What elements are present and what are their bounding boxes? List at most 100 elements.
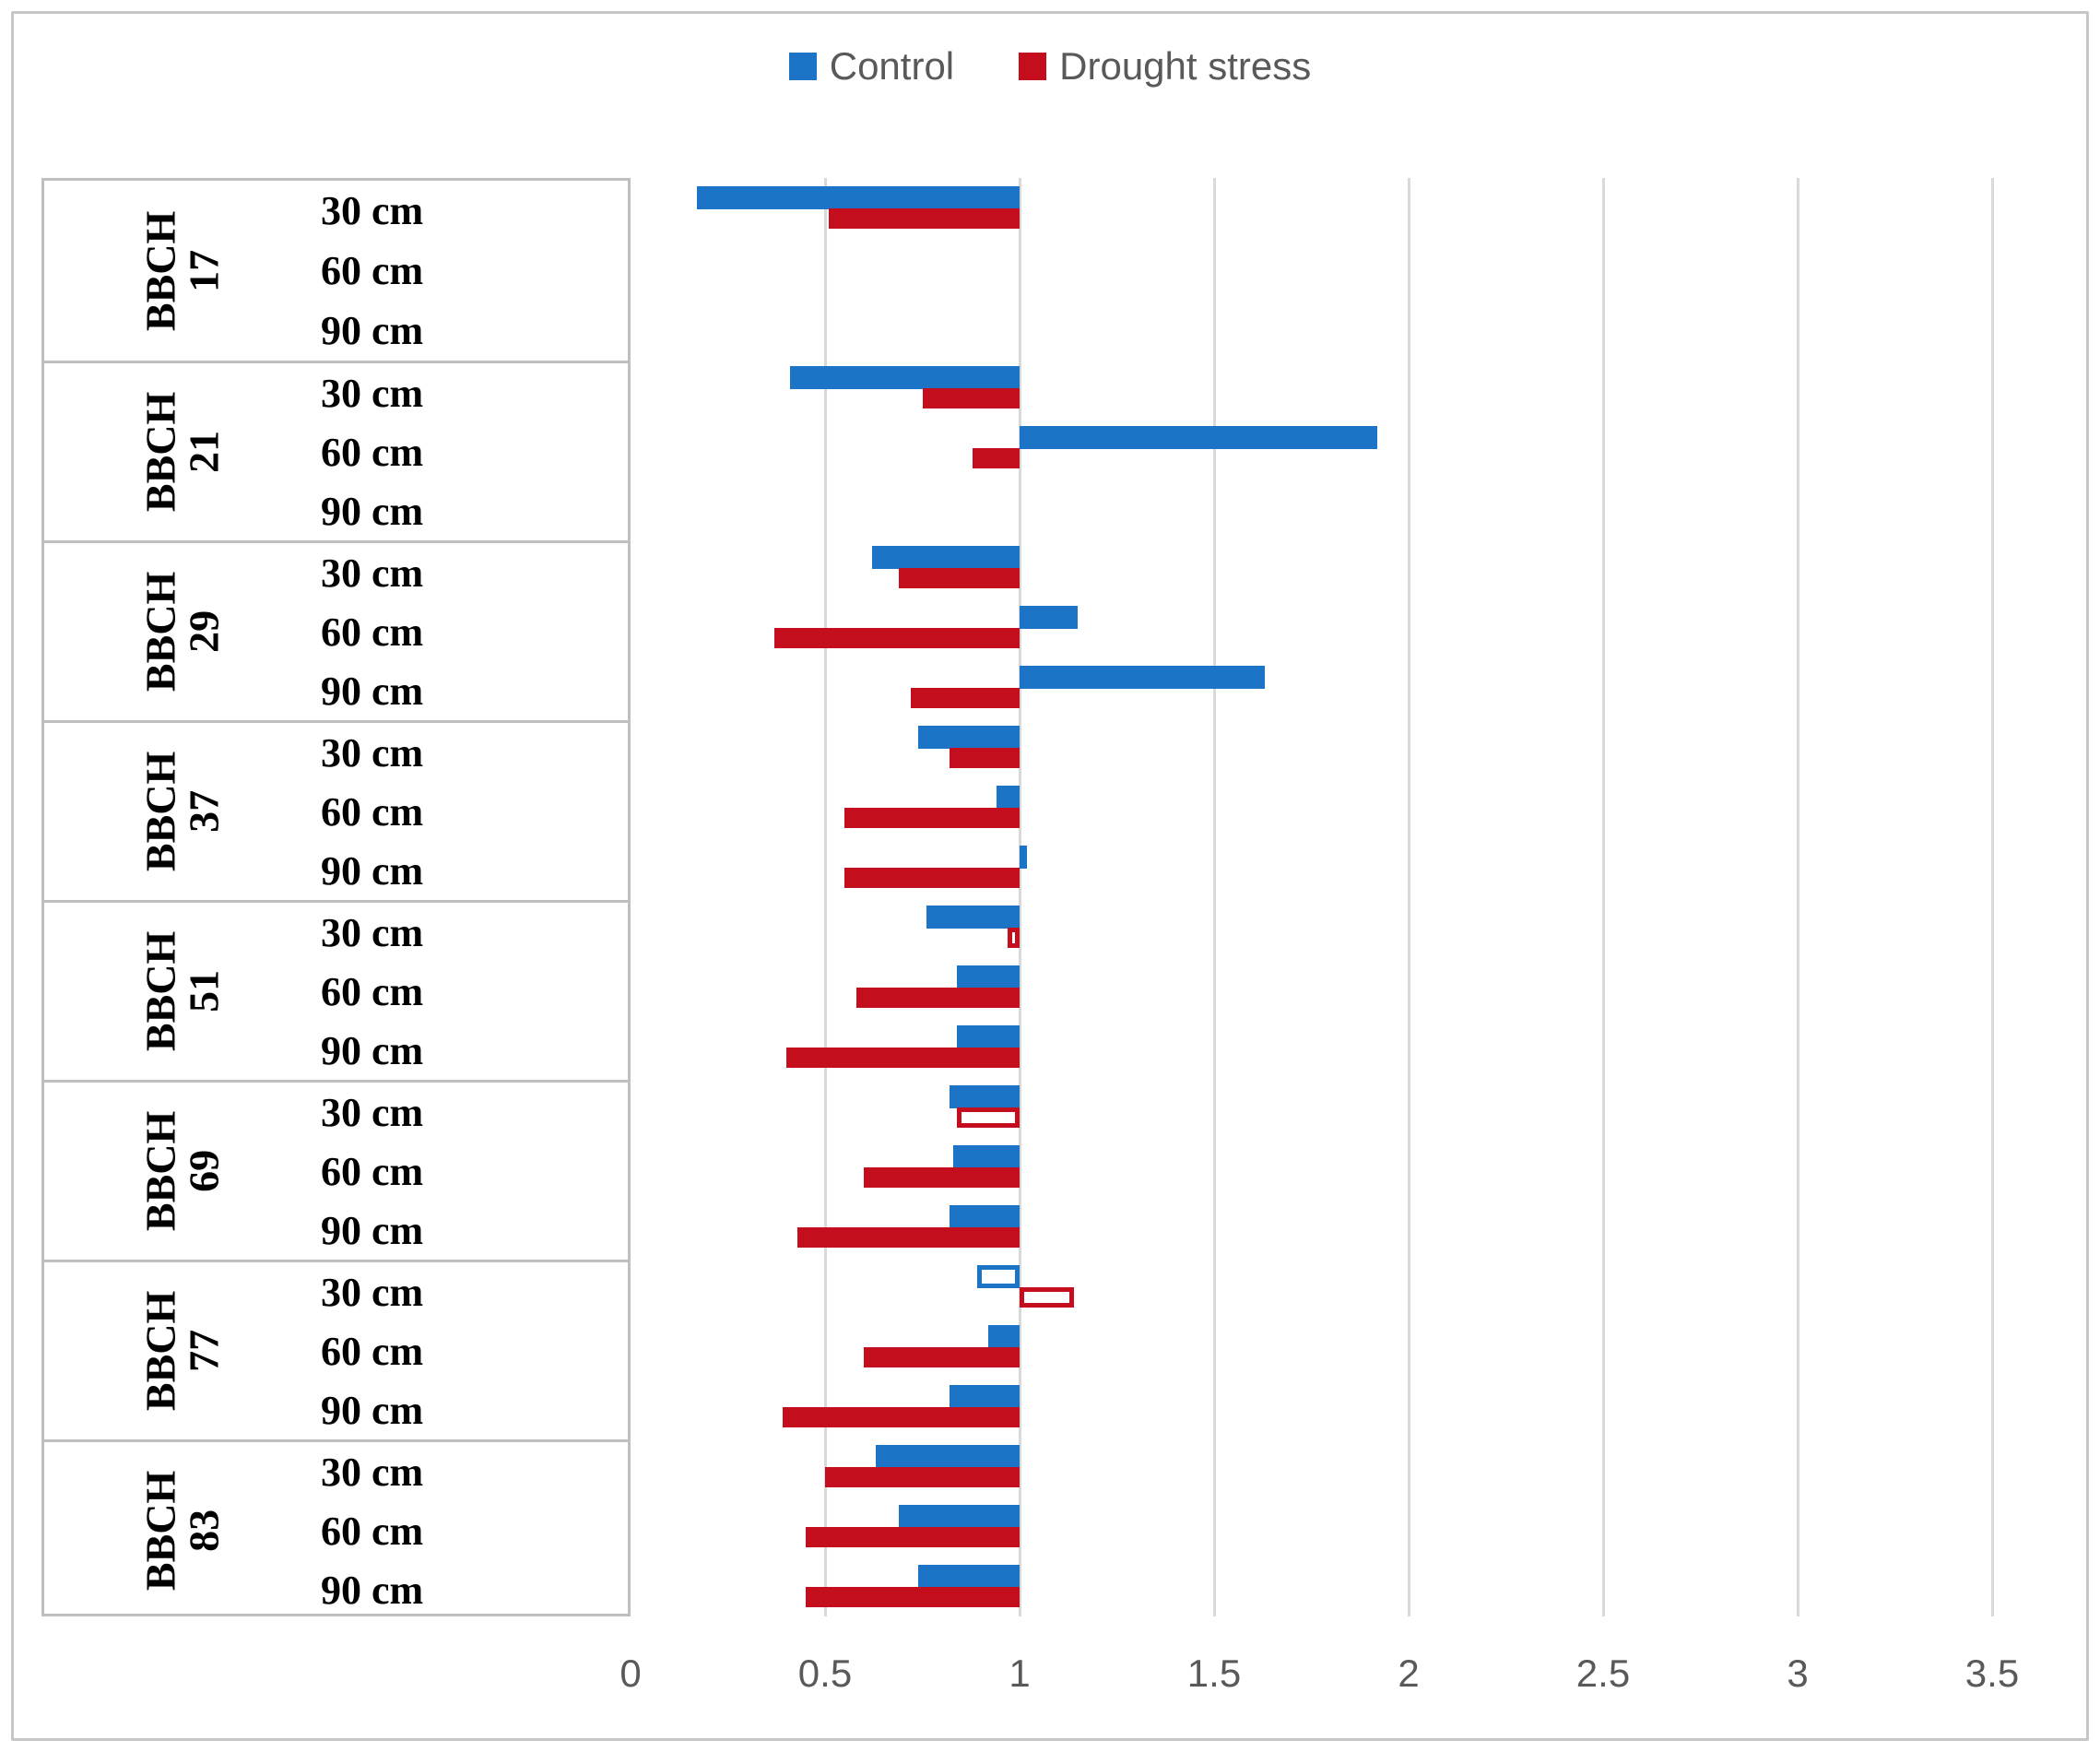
bar-drought xyxy=(844,808,1020,828)
category-group: BBCH 69 30 cm 60 cm 90 cm xyxy=(44,1080,628,1260)
gridline xyxy=(1407,178,1410,1616)
depth-label: 90 cm xyxy=(321,1027,424,1073)
category-group: BBCH 21 30 cm 60 cm 90 cm xyxy=(44,361,628,540)
bar-control xyxy=(957,965,1020,988)
group-label: BBCH 21 xyxy=(136,391,227,513)
gridline xyxy=(1212,178,1216,1616)
x-tick-label: 0.5 xyxy=(797,1651,853,1695)
depth-labels-cell: 30 cm 60 cm 90 cm xyxy=(321,181,628,361)
depth-labels-cell: 30 cm 60 cm 90 cm xyxy=(321,543,628,720)
x-tick-label: 2.5 xyxy=(1575,1651,1631,1695)
bar-control xyxy=(950,1385,1020,1408)
bar-control xyxy=(696,186,1020,209)
bar-drought xyxy=(910,688,1020,708)
depth-labels-cell: 30 cm 60 cm 90 cm xyxy=(321,1442,628,1619)
category-group: BBCH 77 30 cm 60 cm 90 cm xyxy=(44,1260,628,1439)
group-label-cell: BBCH 83 xyxy=(44,1442,321,1619)
bar-control xyxy=(950,1085,1020,1108)
depth-label: 30 cm xyxy=(321,550,424,596)
bar-control xyxy=(918,1565,1020,1588)
group-label: BBCH 83 xyxy=(136,1470,227,1592)
x-tick-label: 0 xyxy=(619,1651,642,1695)
depth-label: 30 cm xyxy=(321,729,424,775)
depth-labels-cell: 30 cm 60 cm 90 cm xyxy=(321,1083,628,1260)
depth-label: 30 cm xyxy=(321,909,424,955)
group-label: BBCH 69 xyxy=(136,1110,227,1232)
depth-label: 30 cm xyxy=(321,370,424,416)
depth-label: 30 cm xyxy=(321,1449,424,1495)
category-group: BBCH 37 30 cm 60 cm 90 cm xyxy=(44,720,628,900)
category-axis-table: BBCH 17 30 cm 60 cm 90 cm BBCH 21 30 cm 60 cm 90 … xyxy=(41,178,631,1616)
bar-drought xyxy=(957,1107,1020,1128)
group-label: BBCH 17 xyxy=(136,210,227,331)
group-label: BBCH 29 xyxy=(136,571,227,693)
group-label: BBCH 77 xyxy=(136,1290,227,1412)
group-label: BBCH 51 xyxy=(136,930,227,1052)
bar-drought xyxy=(782,1407,1020,1427)
bar-drought xyxy=(797,1227,1020,1248)
bar-drought xyxy=(785,1048,1020,1068)
depth-label: 60 cm xyxy=(321,248,424,293)
depth-label: 30 cm xyxy=(321,188,424,233)
depth-label: 90 cm xyxy=(321,1207,424,1253)
legend-label-drought: Drought stress xyxy=(1059,44,1312,88)
bar-drought xyxy=(973,448,1020,468)
depth-label: 90 cm xyxy=(321,488,424,534)
legend-item-control: Control xyxy=(788,44,955,89)
depth-label: 90 cm xyxy=(321,1387,424,1433)
gridline xyxy=(1018,178,1021,1616)
gridline xyxy=(1990,178,1994,1616)
depth-label: 90 cm xyxy=(321,668,424,714)
x-tick-label: 2 xyxy=(1398,1651,1420,1695)
depth-label: 60 cm xyxy=(321,788,424,835)
bar-control xyxy=(875,1445,1020,1468)
bar-drought xyxy=(825,1467,1020,1487)
bar-control xyxy=(1020,666,1265,689)
depth-label: 60 cm xyxy=(321,968,424,1014)
bar-control xyxy=(1020,606,1079,629)
bar-control xyxy=(899,1505,1020,1528)
bar-drought xyxy=(805,1527,1020,1547)
depth-label: 90 cm xyxy=(321,1567,424,1613)
category-group: BBCH 83 30 cm 60 cm 90 cm xyxy=(44,1439,628,1619)
gridline xyxy=(1796,178,1799,1616)
bar-control xyxy=(918,726,1020,749)
group-label-cell: BBCH 77 xyxy=(44,1262,321,1439)
group-label-cell: BBCH 51 xyxy=(44,903,321,1080)
depth-labels-cell: 30 cm 60 cm 90 cm xyxy=(321,723,628,900)
bar-drought xyxy=(855,988,1020,1008)
bar-drought xyxy=(1008,928,1020,948)
group-label: BBCH 37 xyxy=(136,751,227,872)
gridline xyxy=(823,178,827,1616)
depth-labels-cell: 30 cm 60 cm 90 cm xyxy=(321,363,628,540)
group-label-cell: BBCH 37 xyxy=(44,723,321,900)
depth-label: 60 cm xyxy=(321,429,424,475)
bar-control xyxy=(996,786,1020,809)
bar-control xyxy=(953,1145,1020,1168)
legend: Control Drought stress xyxy=(0,44,2100,89)
bar-drought xyxy=(844,868,1020,888)
control-swatch-icon xyxy=(788,53,817,80)
bar-control xyxy=(976,1265,1020,1288)
depth-labels-cell: 30 cm 60 cm 90 cm xyxy=(321,1262,628,1439)
group-label-cell: BBCH 29 xyxy=(44,543,321,720)
category-group: BBCH 29 30 cm 60 cm 90 cm xyxy=(44,540,628,720)
bar-drought xyxy=(922,388,1020,408)
bar-control xyxy=(871,546,1020,569)
depth-label: 30 cm xyxy=(321,1089,424,1135)
bar-drought xyxy=(805,1587,1020,1607)
depth-label: 90 cm xyxy=(321,847,424,894)
plot-area: 0 0.5 1 1.5 2 2.5 3 3.5 xyxy=(619,178,2019,1695)
group-label-cell: BBCH 17 xyxy=(44,181,321,361)
legend-label-control: Control xyxy=(829,44,955,88)
x-tick-label: 3 xyxy=(1787,1651,1809,1695)
category-group: BBCH 17 30 cm 60 cm 90 cm xyxy=(44,181,628,361)
depth-label: 60 cm xyxy=(321,1148,424,1194)
bar-control xyxy=(790,366,1020,389)
bar-control xyxy=(957,1025,1020,1048)
bar-control xyxy=(988,1325,1020,1348)
bar-control xyxy=(1020,846,1028,869)
bar-drought xyxy=(1020,1287,1075,1308)
bar-drought xyxy=(774,628,1020,648)
